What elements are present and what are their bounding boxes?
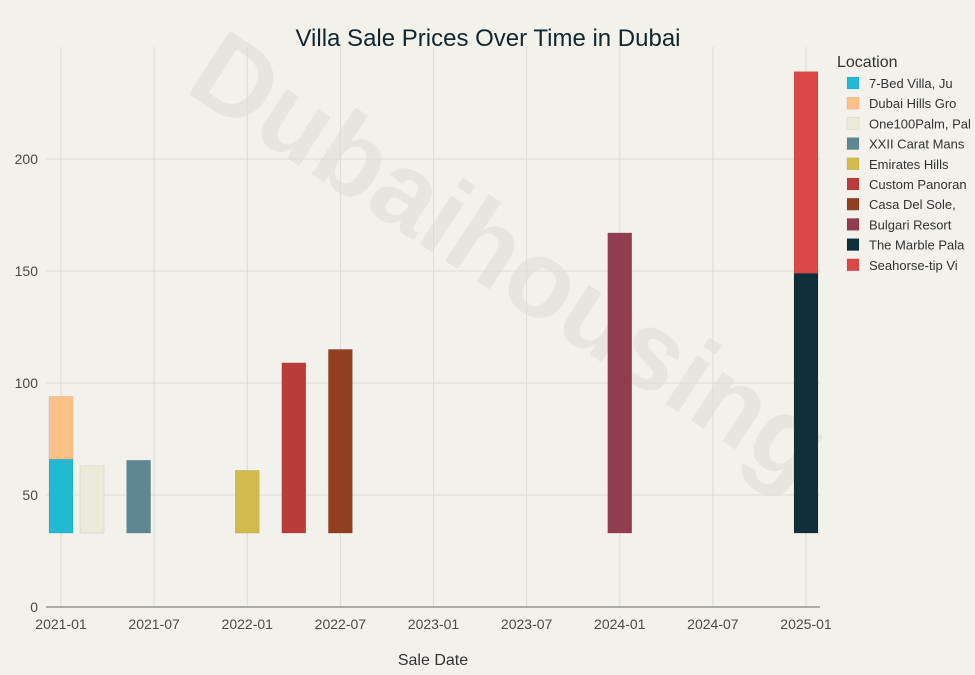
legend-label: Casa Del Sole,	[869, 197, 956, 212]
x-axis-title: Sale Date	[398, 652, 468, 669]
legend-label: Emirates Hills	[869, 157, 949, 172]
x-tick-label: 2021-07	[128, 616, 180, 632]
legend-swatch	[846, 177, 860, 191]
legend-swatch	[846, 76, 860, 90]
legend-label: Dubai Hills Gro	[869, 96, 956, 111]
legend-swatch	[846, 96, 860, 110]
legend-swatch	[846, 137, 860, 150]
legend-item[interactable]: One100Palm, Pal	[846, 116, 971, 131]
y-tick-label: 0	[30, 599, 38, 615]
x-tick-labels: 2021-01 2021-07 2022-01 2022-07 2023-01 2023-…	[35, 616, 832, 632]
bar-emirates-hills[interactable]	[234, 470, 260, 534]
x-tick-label: 2024-07	[687, 616, 739, 632]
legend-label: XXII Carat Mans	[869, 137, 965, 152]
y-tick-label: 50	[22, 487, 38, 503]
legend-item[interactable]: Emirates Hills	[846, 157, 949, 172]
legend-item[interactable]: Seahorse-tip Vi	[846, 258, 958, 273]
legend-item[interactable]: Custom Panoran	[846, 177, 967, 192]
legend[interactable]: 7-Bed Villa, Ju Dubai Hills Gro One100Palm…	[846, 76, 971, 273]
x-tick-label: 2021-01	[35, 616, 87, 632]
watermark: Dubaihousing	[169, 7, 851, 510]
bar-one100palm-pal[interactable]	[79, 465, 105, 534]
legend-label: Seahorse-tip Vi	[869, 258, 958, 273]
y-tick-label: 150	[15, 263, 39, 279]
y-tick-labels: 0 50 100 150 200	[15, 151, 39, 615]
bar-custom-panoran[interactable]	[281, 362, 307, 534]
legend-item[interactable]: Bulgari Resort	[846, 217, 952, 232]
legend-swatch	[846, 157, 860, 171]
y-tick-label: 200	[15, 151, 39, 167]
x-tick-label: 2024-01	[594, 616, 646, 632]
x-tick-label: 2025-01	[780, 616, 832, 632]
legend-swatch	[846, 238, 860, 251]
bar-seahorse-tip-vi[interactable]	[793, 71, 819, 274]
legend-title: Location	[837, 54, 898, 71]
legend-item[interactable]: Casa Del Sole,	[846, 197, 956, 212]
x-tick-label: 2023-01	[408, 616, 460, 632]
x-tick-label: 2022-07	[315, 616, 367, 632]
legend-item[interactable]: XXII Carat Mans	[846, 137, 965, 152]
legend-label: One100Palm, Pal	[869, 116, 971, 131]
legend-swatch	[846, 258, 860, 272]
legend-label: The Marble Pala	[869, 238, 965, 253]
legend-swatch	[846, 218, 860, 231]
legend-label: 7-Bed Villa, Ju	[869, 76, 953, 91]
bar-casa-del-sole[interactable]	[328, 349, 353, 534]
x-tick-label: 2023-07	[501, 616, 553, 632]
chart-title: Villa Sale Prices Over Time in Dubai	[295, 25, 680, 52]
bar-7-bed-villa-ju[interactable]	[48, 458, 74, 534]
y-tick-label: 100	[15, 375, 39, 391]
bar-bulgari-resort[interactable]	[607, 232, 633, 534]
legend-item[interactable]: The Marble Pala	[846, 238, 965, 253]
legend-label: Custom Panoran	[869, 177, 967, 192]
legend-swatch	[846, 197, 860, 211]
bar-the-marble-pala[interactable]	[793, 272, 819, 534]
legend-item[interactable]: 7-Bed Villa, Ju	[846, 76, 953, 91]
x-tick-label: 2022-01	[222, 616, 274, 632]
bars	[48, 71, 819, 534]
bar-xxii-carat-mans[interactable]	[126, 459, 151, 534]
legend-swatch	[846, 117, 860, 130]
bar-dubai-hills-gro[interactable]	[48, 396, 74, 460]
legend-item[interactable]: Dubai Hills Gro	[846, 96, 956, 111]
legend-label: Bulgari Resort	[869, 217, 952, 232]
